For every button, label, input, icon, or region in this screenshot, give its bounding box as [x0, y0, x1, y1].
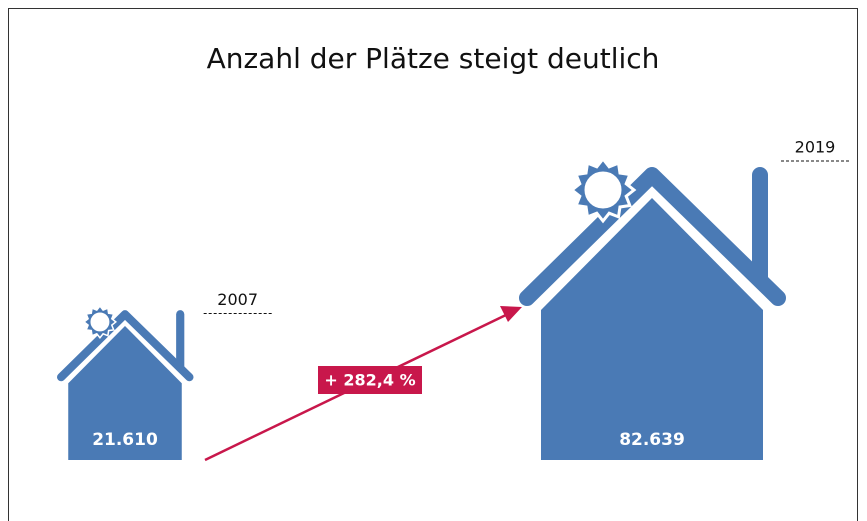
- annotation: + 282,4 %: [324, 371, 415, 390]
- roof: [519, 167, 786, 306]
- sun: [581, 168, 625, 212]
- house-body: [68, 326, 182, 460]
- house-body: [541, 198, 763, 460]
- sun: [88, 310, 111, 333]
- category-label: 2007: [217, 290, 258, 309]
- chart-title: Anzahl der Plätze steigt deutlich: [207, 42, 660, 75]
- house: [512, 156, 793, 460]
- value-label: 21.610: [92, 430, 158, 450]
- house: [53, 304, 198, 460]
- annotation-box: [318, 366, 422, 394]
- arrow-head: [500, 306, 522, 322]
- roof: [56, 310, 194, 382]
- value-label: 82.639: [619, 430, 685, 450]
- category-label: 2019: [795, 138, 836, 157]
